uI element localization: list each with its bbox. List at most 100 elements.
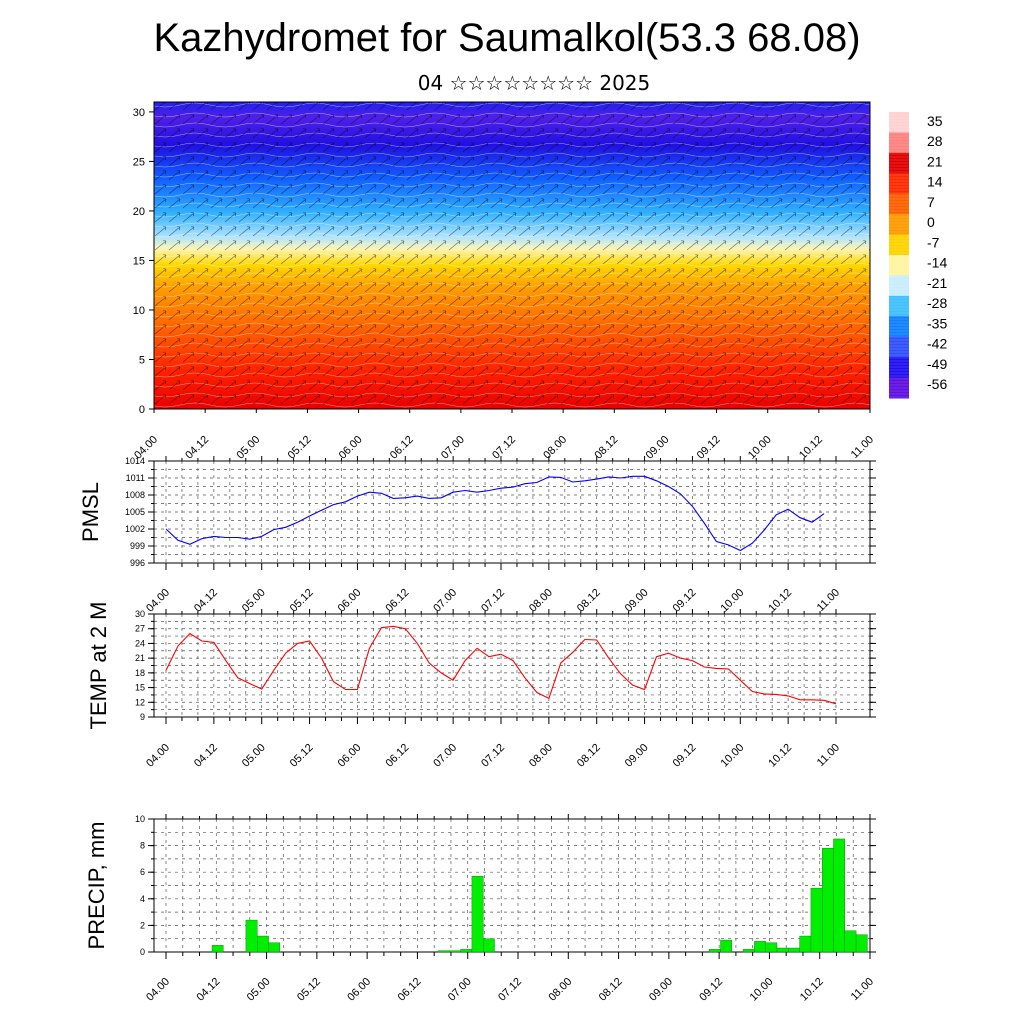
colorbar: 35 28 21 14 7 0 -7 -14 -21 -28 -35 -42 -49 -56 [889,111,947,399]
precip-bar [483,938,495,953]
x-tick-label: 09.12 [671,742,699,770]
colorbar-swatch [889,112,909,133]
x-tick-label: 09.12 [695,434,723,462]
x-tick-label: 07.12 [490,434,518,462]
precip-bar [471,875,484,953]
x-tick-label: 11.00 [815,587,842,614]
y-tick-label: 2 [140,920,145,930]
x-tick-label: 06.12 [396,976,424,1004]
x-tick-label: 08.12 [575,587,603,615]
y-tick-label: 25 [133,156,145,168]
y-tick-label: 1014 [125,456,145,466]
section-wind-barbs [154,102,870,409]
x-tick-label: 06.00 [337,434,365,462]
precip-bar [788,947,800,953]
precip-bar [754,941,766,953]
x-tick-label: 08.12 [597,976,625,1004]
y-tick-label: 8 [140,841,145,851]
colorbar-swatch [889,152,909,174]
x-tick-label: 05.12 [288,587,316,615]
colorbar-swatch [889,193,909,215]
y-axis-label: TEMP at 2 M [86,602,111,730]
y-tick-label: 1011 [126,473,145,483]
pmsl-line [165,475,825,552]
x-tick-label: 11.00 [849,976,876,1003]
y-tick-label: 15 [133,255,145,267]
x-tick-label: 10.00 [718,742,746,770]
precip-bar [844,930,857,953]
y-tick-label: 21 [135,653,145,663]
x-tick-label: 06.00 [336,742,364,770]
x-tick-label: 04.00 [144,976,172,1004]
x-tick-label: 10.12 [766,587,794,615]
precip-bar [720,939,733,953]
colorbar-swatch [889,255,909,276]
x-tick-label: 10.00 [746,434,774,462]
precip-bar [810,887,823,953]
x-tick-label: 04.12 [194,976,222,1004]
x-tick-label: 05.00 [240,587,268,615]
y-tick-label: 1005 [125,507,145,517]
precip-bar [776,947,789,953]
y-tick-label: 15 [135,683,145,693]
y-axis-label: PRECIP, mm [84,822,109,950]
x-tick-label: 08.12 [575,742,603,770]
y-tick-label: 9 [140,712,145,722]
colorbar-label: 28 [927,133,943,149]
x-tick-label: 10.12 [797,434,825,462]
y-tick-label: 27 [135,624,145,634]
x-tick-label: 05.00 [245,976,273,1004]
pmsl-panel: 996 999 1002 1005 1008 1011 1014 04.00 04.12 05.0… [78,456,876,615]
precip-bar [765,942,778,953]
y-tick-label: 30 [133,107,145,119]
y-tick-label: 0 [140,947,145,957]
x-tick-label: 07.00 [446,976,474,1004]
x-tick-label: 04.12 [183,434,211,462]
precip-bar [742,949,755,953]
x-tick-label: 04.00 [144,742,172,770]
x-tick-label: 04.00 [144,587,172,615]
y-tick-label: 24 [135,638,145,648]
y-tick-label: 12 [135,697,145,707]
y-tick-label: 20 [133,206,145,218]
colorbar-swatch [889,316,909,338]
temp-line [165,625,837,705]
x-tick-label: 06.00 [336,587,364,615]
x-tick-label: 09.12 [697,976,725,1004]
colorbar-label: -28 [927,295,947,311]
x-tick-label: 06.12 [388,434,416,462]
x-tick-label: 09.12 [671,587,699,615]
colorbar-swatch [889,336,909,358]
x-tick-label: 11.00 [849,434,876,461]
x-tick-label: 05.12 [295,976,323,1004]
precip-bar [268,942,281,953]
precip-bar [799,935,812,953]
colorbar-swatch [889,173,909,195]
y-axis-label: PMSL [78,482,103,542]
colorbar-label: -14 [927,255,947,271]
colorbar-swatch [889,357,909,379]
precip-bar [449,950,461,953]
precip-bar [855,934,868,953]
x-tick-label: 07.12 [496,976,524,1004]
x-tick-label: 07.00 [431,587,459,615]
x-tick-label: 07.12 [479,587,507,615]
colorbar-label: 35 [927,113,943,129]
x-tick-label: 05.00 [240,742,268,770]
x-tick-label: 07.00 [431,742,459,770]
x-tick-label: 07.12 [479,742,507,770]
colorbar-label: -56 [927,376,947,392]
colorbar-swatch [889,132,909,154]
x-tick-label: 11.00 [815,742,842,769]
chart-title: Kazhydromet for Saumalkol(53.3 68.08) [153,16,861,60]
precip-bar [822,848,834,953]
x-tick-label: 08.00 [546,976,574,1004]
y-tick-label: 1002 [125,524,145,534]
colorbar-label: 7 [927,194,935,210]
y-tick-label: 6 [140,867,145,877]
precip-panel: 0 2 4 6 8 10 04.00 04.12 05.00 05.12 06.00 06.12 07.… [84,814,876,1004]
precip-bar [211,945,224,953]
precip-bar [833,838,846,953]
